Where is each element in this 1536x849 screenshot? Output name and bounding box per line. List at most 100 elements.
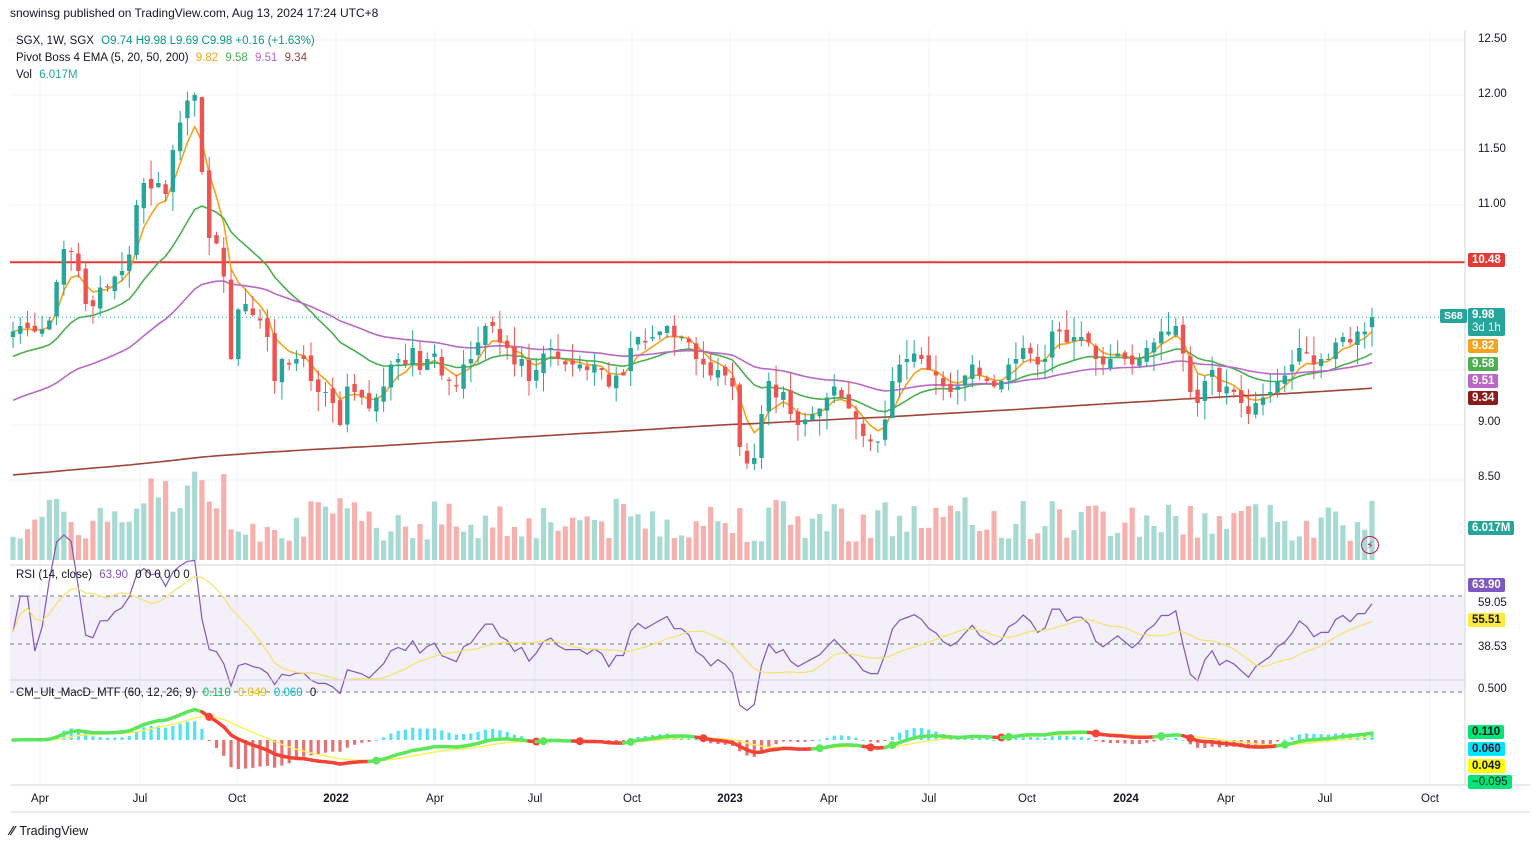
macd-histogram-bar: [214, 740, 219, 749]
candle-body: [236, 309, 241, 360]
macd-histogram-bar: [752, 740, 756, 757]
candle-body: [1057, 329, 1062, 332]
macd-legend[interactable]: CM_Ult_MacD_MTF (60, 12, 26, 9) 0.110 0.…: [16, 687, 320, 699]
volume-bar: [1340, 525, 1346, 560]
macd-histogram-bar: [1086, 737, 1091, 740]
volume-bar: [918, 527, 925, 560]
candle-body: [388, 364, 394, 388]
volume-bar: [1144, 515, 1150, 560]
macd-histogram-bar: [868, 740, 873, 742]
rsi-signal-line: [12, 575, 1373, 681]
macd-histogram-bar: [919, 728, 924, 740]
macd-histogram-bar: [1246, 740, 1251, 749]
volume-bar: [795, 516, 801, 560]
macd-histogram-bar: [1203, 740, 1207, 748]
candle-body: [1217, 367, 1222, 392]
volume-bar: [468, 524, 474, 560]
candle-body: [316, 379, 321, 392]
symbol-legend[interactable]: SGX, 1W, SGX O9.74 H9.98 L9.69 C9.98 +0.…: [16, 35, 319, 47]
volume-bar: [911, 506, 917, 560]
volume-bar: [170, 511, 176, 560]
candle-body: [228, 279, 234, 359]
macd-histogram-bar: [1268, 740, 1272, 744]
candle-body: [1173, 326, 1178, 336]
volume-bar: [664, 519, 670, 560]
volume-bar: [257, 541, 263, 560]
lightning-icon[interactable]: ⚡: [1361, 536, 1379, 554]
macd-histogram-bar: [1014, 738, 1018, 740]
volume-bar: [410, 538, 416, 560]
volume-bar: [1093, 505, 1099, 560]
volume-bar: [882, 502, 888, 560]
candle-body: [1304, 352, 1309, 354]
candle-body: [141, 183, 147, 209]
volume-bar: [1253, 504, 1259, 560]
rsi-legend[interactable]: RSI (14, close) 63.90 0 0 0 0 0 0: [16, 569, 194, 581]
volume-bar: [817, 513, 823, 560]
macd-histogram-bar: [243, 740, 248, 769]
macd-histogram-bar: [1363, 733, 1367, 740]
candle-body: [170, 150, 176, 192]
volume-bar: [301, 536, 307, 560]
candle-body: [1079, 337, 1084, 341]
ema-title: Pivot Boss 4 EMA (5, 20, 50, 200): [16, 52, 189, 64]
macd-histogram-bar: [134, 731, 139, 740]
volume-bar: [824, 531, 830, 560]
volume-bar: [1006, 538, 1012, 560]
publish-header: snowinsg published on TradingView.com, A…: [10, 6, 379, 20]
candle-body: [1246, 406, 1251, 414]
macd-histogram-bar: [1021, 736, 1025, 740]
ema200-line: [12, 387, 1373, 476]
candle-body: [352, 384, 357, 392]
macd-histogram-bar: [832, 735, 836, 740]
candle-body: [1268, 392, 1273, 396]
candle-body: [744, 450, 750, 464]
volume-bar: [1231, 513, 1237, 560]
candle-body: [904, 359, 910, 363]
macd-histogram-bar: [1123, 740, 1127, 744]
macd-signal-tag: 0.049: [1468, 759, 1505, 773]
candle-body: [1108, 359, 1113, 369]
volume-bar: [744, 541, 750, 560]
candle-body: [795, 411, 801, 425]
symbol-title: SGX, 1W, SGX: [16, 35, 94, 47]
axes: [10, 30, 1530, 813]
macd-histogram-bar: [1319, 734, 1323, 740]
ema200-tag: 9.34: [1468, 391, 1499, 405]
volume-bar: [155, 497, 161, 560]
candle-body: [1013, 359, 1019, 364]
volume-legend[interactable]: Vol 6.017M: [16, 69, 82, 81]
candle-body: [148, 178, 154, 189]
macd-histogram-bar: [142, 727, 146, 740]
volume-bar: [1303, 520, 1310, 560]
ema-legend[interactable]: Pivot Boss 4 EMA (5, 20, 50, 200) 9.82 9…: [16, 52, 311, 64]
macd-histogram-bar: [309, 740, 313, 756]
volume-bar: [715, 521, 721, 560]
macd-signal-value: 0.049: [237, 687, 267, 699]
macd-histogram-bar: [1275, 740, 1280, 742]
volume-bar: [402, 526, 409, 560]
candle-body: [926, 355, 931, 370]
candle-body: [374, 397, 379, 412]
macd-histogram-bar: [977, 737, 982, 740]
ema20-value: 9.58: [225, 52, 248, 64]
volume-bar: [562, 526, 568, 560]
volume-bar: [1238, 510, 1244, 560]
candle-body: [286, 362, 292, 365]
x-tick: Apr: [426, 793, 444, 805]
ohlc-values: O9.74 H9.98 L9.69 C9.98 +0.16 (+1.63%): [101, 35, 315, 47]
candle-body: [221, 247, 226, 277]
volume-bar: [1202, 513, 1208, 560]
macd-histogram-bar: [1108, 740, 1112, 744]
candle-body: [788, 390, 793, 414]
candle-body: [68, 250, 74, 252]
candle-body: [454, 385, 459, 387]
candle-body: [1202, 381, 1208, 401]
candle-body: [192, 95, 197, 101]
volume-bar: [330, 513, 336, 560]
macd-histogram-bar: [1036, 737, 1040, 740]
candle-body: [977, 367, 982, 376]
volume-bar: [504, 536, 510, 560]
candle-body: [439, 356, 444, 376]
